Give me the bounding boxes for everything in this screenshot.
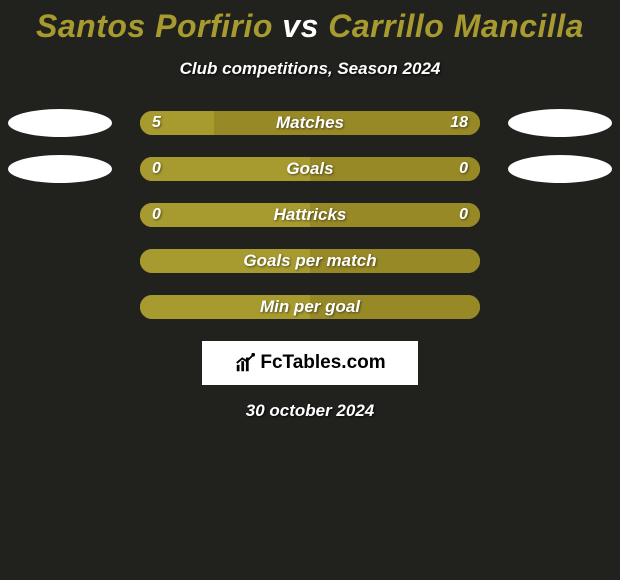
- player-right-oval: [508, 109, 612, 137]
- stat-value-left: 0: [152, 203, 161, 227]
- logo: FcTables.com: [234, 352, 385, 374]
- stat-rows: Matches518Goals00Hattricks00Goals per ma…: [0, 111, 620, 319]
- stat-row: Hattricks0 0: [0, 203, 620, 227]
- stat-row: Matches5 18: [0, 111, 620, 135]
- stat-label: Goals: [140, 157, 480, 181]
- date: 30 october 2024: [0, 401, 620, 421]
- title-left: Santos Porfirio: [36, 8, 273, 44]
- stat-value-left: 5: [152, 111, 161, 135]
- chart-icon: [234, 352, 256, 374]
- subtitle: Club competitions, Season 2024: [0, 59, 620, 79]
- stat-value-left: 0: [152, 157, 161, 181]
- page-title: Santos Porfirio vs Carrillo Mancilla: [0, 0, 620, 45]
- stat-bar: Hattricks0 0: [140, 203, 480, 227]
- stat-value-right: 0: [459, 203, 468, 227]
- stat-value-right: 0: [459, 157, 468, 181]
- stat-bar: Min per goal: [140, 295, 480, 319]
- stat-label: Goals per match: [140, 249, 480, 273]
- logo-text: FcTables.com: [260, 352, 385, 374]
- stat-row: Goals per match: [0, 249, 620, 273]
- stat-label: Min per goal: [140, 295, 480, 319]
- stat-bar: Goals per match: [140, 249, 480, 273]
- stat-label: Matches: [140, 111, 480, 135]
- stat-label: Hattricks: [140, 203, 480, 227]
- title-vs: vs: [282, 8, 319, 44]
- player-left-oval: [8, 109, 112, 137]
- title-right: Carrillo Mancilla: [328, 8, 584, 44]
- player-left-oval: [8, 155, 112, 183]
- stat-row: Min per goal: [0, 295, 620, 319]
- player-right-oval: [508, 155, 612, 183]
- stat-row: Goals0 0: [0, 157, 620, 181]
- logo-box: FcTables.com: [202, 341, 418, 385]
- stat-bar: Matches5 18: [140, 111, 480, 135]
- stat-bar: Goals0 0: [140, 157, 480, 181]
- stat-value-right: 18: [450, 111, 468, 135]
